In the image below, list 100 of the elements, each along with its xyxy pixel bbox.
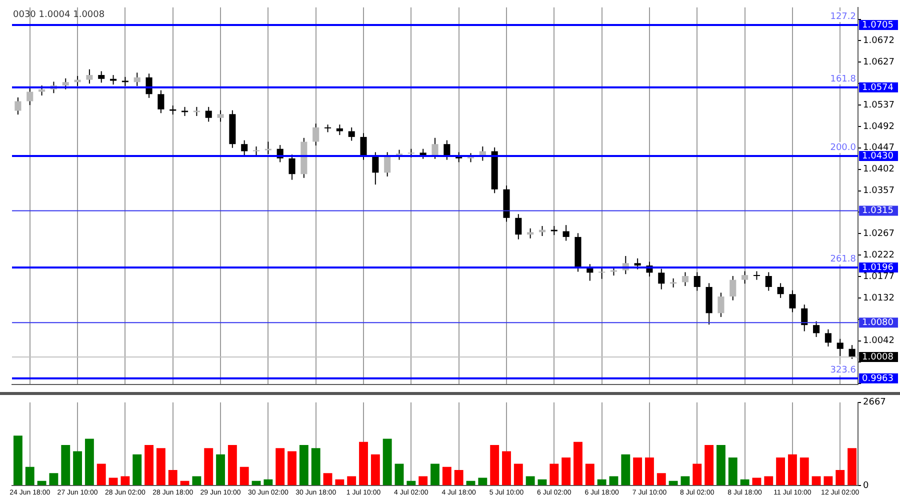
bar bbox=[621, 454, 630, 486]
bar bbox=[466, 480, 476, 486]
ref-line-label: 1.0705 bbox=[862, 20, 894, 30]
candlestick bbox=[789, 290, 796, 313]
bar bbox=[418, 476, 428, 486]
bar bbox=[502, 451, 511, 486]
y-tick-label: 1.0042 bbox=[863, 336, 894, 346]
candlestick bbox=[217, 110, 224, 122]
bar bbox=[728, 458, 738, 486]
candlestick bbox=[634, 258, 641, 270]
candlestick bbox=[264, 141, 272, 155]
candlestick bbox=[348, 126, 355, 142]
bar bbox=[311, 448, 320, 486]
candlestick bbox=[420, 148, 426, 160]
candlestick bbox=[193, 106, 200, 116]
bar bbox=[526, 476, 535, 486]
y-tick-label: 1.0357 bbox=[863, 186, 894, 196]
bar bbox=[37, 480, 46, 486]
candlestick bbox=[432, 137, 438, 160]
bar bbox=[454, 470, 464, 486]
ref-line-label: 1.0008 bbox=[862, 352, 894, 362]
bar bbox=[550, 464, 559, 486]
candlestick bbox=[765, 272, 772, 292]
bar bbox=[335, 479, 344, 486]
bar bbox=[812, 476, 821, 486]
candlestick bbox=[718, 292, 724, 318]
candlestick bbox=[598, 267, 606, 280]
candlestick bbox=[527, 228, 534, 239]
candlestick bbox=[288, 154, 296, 180]
y-tick-label: 1.0177 bbox=[863, 272, 894, 282]
bar bbox=[382, 438, 392, 486]
bar bbox=[645, 458, 654, 486]
annotation: 0030 1.0004 1.0008 bbox=[13, 10, 105, 20]
candlestick bbox=[312, 123, 320, 146]
bar bbox=[574, 442, 582, 486]
candlestick bbox=[62, 78, 69, 90]
candlestick bbox=[134, 72, 140, 86]
bar bbox=[740, 479, 750, 486]
annotation: 127.2 bbox=[830, 12, 856, 22]
bar bbox=[180, 480, 190, 486]
candlestick bbox=[801, 304, 808, 332]
candlestick bbox=[824, 328, 832, 347]
bar bbox=[192, 476, 202, 486]
bar bbox=[824, 476, 833, 486]
bar bbox=[25, 466, 34, 486]
bar bbox=[96, 464, 106, 486]
candlestick bbox=[836, 338, 844, 357]
bar bbox=[252, 480, 261, 486]
bar bbox=[836, 470, 845, 486]
bar bbox=[764, 476, 774, 486]
candlestick bbox=[205, 106, 212, 122]
candlestick bbox=[730, 276, 736, 301]
bar bbox=[84, 438, 94, 486]
bar bbox=[585, 464, 594, 486]
candlestick bbox=[562, 224, 570, 242]
ref-line-label: 1.0080 bbox=[862, 318, 894, 328]
bar bbox=[370, 454, 380, 486]
y-tick-label: 1.0672 bbox=[863, 36, 894, 46]
y-tick-label: 1.0402 bbox=[863, 164, 894, 175]
bar bbox=[323, 473, 332, 486]
candlestick bbox=[813, 320, 820, 338]
candlestick bbox=[777, 282, 784, 298]
candlestick bbox=[26, 87, 34, 106]
candlestick bbox=[360, 132, 367, 160]
annotation: 161.8 bbox=[830, 74, 856, 84]
bar bbox=[668, 480, 678, 486]
candlestick bbox=[384, 152, 391, 177]
candlestick bbox=[98, 70, 105, 84]
annotation: 261.8 bbox=[830, 254, 856, 264]
ref-line-label: 1.0315 bbox=[862, 206, 894, 216]
y-tick-label: 0 bbox=[863, 480, 869, 491]
bar bbox=[704, 445, 714, 486]
bar bbox=[359, 442, 368, 486]
bar bbox=[73, 451, 82, 486]
ref-line-label: 1.0196 bbox=[862, 262, 894, 273]
bar bbox=[276, 448, 285, 486]
bar bbox=[633, 458, 642, 486]
bar bbox=[800, 458, 809, 486]
annotation: 323.6 bbox=[830, 365, 856, 376]
y-tick-label: 1.0132 bbox=[863, 293, 894, 304]
bar bbox=[13, 436, 22, 486]
y-tick-label: 1.0627 bbox=[863, 58, 894, 68]
bar bbox=[538, 479, 547, 486]
bar bbox=[692, 464, 702, 486]
bar bbox=[156, 448, 166, 486]
candlestick bbox=[682, 272, 688, 287]
bar bbox=[120, 476, 130, 486]
candlestick bbox=[182, 106, 188, 116]
bar bbox=[514, 464, 523, 486]
candlestick bbox=[670, 278, 677, 288]
bar bbox=[394, 464, 404, 486]
bar bbox=[680, 476, 690, 486]
bar bbox=[108, 478, 118, 486]
bar bbox=[430, 464, 440, 486]
y-tick-label: 1.0492 bbox=[863, 122, 894, 132]
annotation: 200.0 bbox=[830, 142, 856, 153]
bar bbox=[776, 458, 786, 486]
bar bbox=[299, 445, 308, 486]
bar bbox=[478, 478, 488, 486]
candlestick bbox=[753, 270, 760, 280]
